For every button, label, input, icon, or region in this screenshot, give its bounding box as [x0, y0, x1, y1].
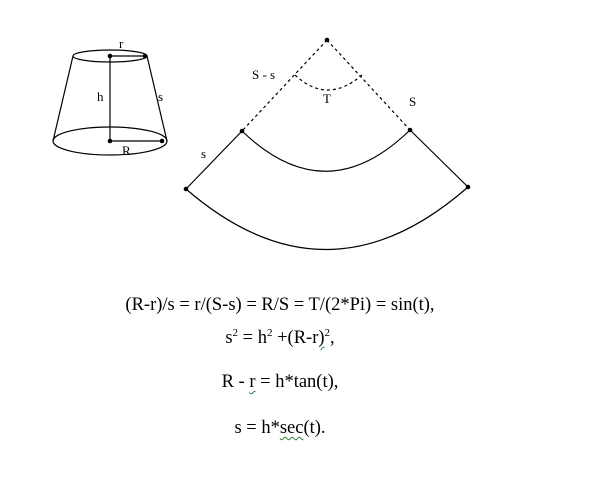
- label-bottom-radius: R: [122, 143, 131, 158]
- dev-left-edge-dashed: [241, 39, 328, 132]
- label-top-radius: r: [119, 36, 124, 51]
- eq2-exp-s: 2: [232, 327, 239, 339]
- equation-pythagoras: s2 = h2 +(R-r)2,: [0, 327, 560, 348]
- eq4-post: (t).: [303, 418, 326, 438]
- eq4-pre: s = h*: [234, 418, 280, 438]
- development-points: [183, 37, 471, 192]
- eq3-mark: r: [249, 372, 256, 392]
- eq2-close-paren: ): [318, 328, 325, 348]
- dev-outer-arc: [185, 186, 469, 250]
- equation-ratios-text: (R-r)/s = r/(S-s) = R/S = T/(2*Pi) = sin…: [125, 295, 435, 315]
- eq3-post: = h*tan(t),: [255, 372, 339, 392]
- equation-tangent: R - r = h*tan(t),: [0, 373, 560, 392]
- frustum-top-center-dot: [107, 53, 113, 59]
- label-angle: T: [323, 91, 331, 106]
- eq3-pre: R -: [221, 372, 250, 392]
- eq4-mark: sec: [279, 418, 304, 438]
- dev-inner-left-dot: [239, 128, 245, 134]
- frustum-drawing: [52, 49, 168, 156]
- frustum-bottom-edge-dot: [159, 138, 165, 144]
- dev-apex-dot: [324, 37, 330, 43]
- dev-right-edge-dashed: [326, 39, 411, 131]
- eq2-plus: +(R-r: [272, 328, 319, 348]
- equation-ratios: (R-r)/s = r/(S-s) = R/S = T/(2*Pi) = sin…: [0, 296, 560, 315]
- dev-left-edge: [185, 130, 243, 190]
- eq2-s: s: [225, 328, 233, 348]
- dev-inner-right-dot: [407, 127, 413, 133]
- label-inner-slant: S - s: [252, 67, 275, 82]
- equation-secant: s = h*sec(t).: [0, 419, 560, 438]
- dev-right-edge: [409, 129, 469, 188]
- frustum-bottom-center-dot: [107, 138, 113, 144]
- eq2-exp-h: 2: [266, 327, 273, 339]
- dev-angle-arc: [294, 74, 363, 91]
- dev-outer-left-dot: [183, 186, 189, 192]
- dev-outer-right-dot: [465, 184, 471, 190]
- development-drawing: [185, 39, 469, 250]
- eq2-eq-h: = h: [238, 328, 267, 348]
- frustum-points: [107, 53, 165, 144]
- frustum-left-side: [52, 55, 74, 142]
- eq2-exp-rr: 2: [324, 327, 331, 339]
- frustum-top-edge-dot: [142, 53, 148, 59]
- label-frustum-slant: s: [158, 89, 163, 104]
- frustum-right-side: [146, 55, 168, 142]
- label-side-slant: s: [201, 146, 206, 161]
- label-outer-slant: S: [409, 94, 416, 109]
- label-height: h: [97, 89, 104, 104]
- eq2-tail: ,: [330, 328, 335, 348]
- dev-inner-arc: [241, 129, 411, 172]
